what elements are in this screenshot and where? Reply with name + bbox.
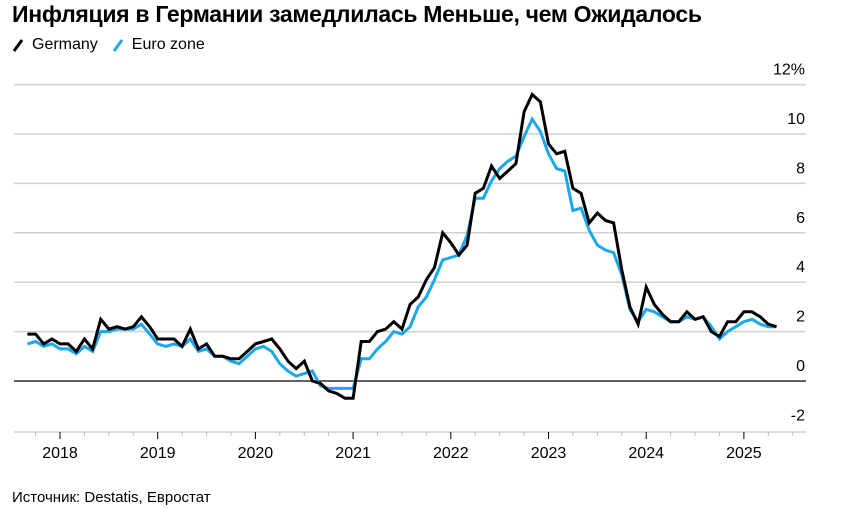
x-tick-label: 2022: [433, 445, 469, 462]
x-tick-label: 2024: [628, 445, 664, 462]
source-note: Источник: Destatis, Евростат: [12, 489, 211, 506]
x-tick-label: 2023: [531, 445, 567, 462]
y-tick-label: 4: [796, 259, 805, 276]
legend: Germany Euro zone: [12, 36, 219, 54]
legend-label-euro-zone: Euro zone: [131, 36, 205, 53]
line-swatch-icon: [12, 39, 24, 52]
y-tick-label: 6: [796, 210, 805, 227]
x-tick-label: 2025: [726, 445, 762, 462]
x-axis: 2018 2019 2020 2021 2022 2023 2024 2025: [14, 431, 806, 462]
y-tick-label: -2: [791, 407, 805, 424]
chart-title: Инфляция в Германии замедлилась Меньше, …: [12, 1, 702, 27]
y-tick-label: 2: [796, 309, 805, 326]
line-swatch-icon: [112, 39, 124, 52]
legend-label-germany: Germany: [32, 36, 98, 53]
y-tick-label: 0: [796, 358, 805, 375]
x-tick-label: 2019: [140, 445, 176, 462]
series-line-germany: [27, 92, 777, 400]
legend-item-euro-zone: Euro zone: [112, 36, 205, 54]
gridlines: [14, 83, 806, 382]
legend-item-germany: Germany: [12, 36, 98, 54]
x-tick-label: 2021: [335, 445, 371, 462]
series-line-euro-zone: [26, 116, 777, 390]
x-tick-label: 2020: [238, 445, 274, 462]
y-tick-label: 8: [796, 160, 805, 177]
series-lines: [26, 92, 777, 400]
y-axis-labels: 12% 10 8 6 4 2 0 -2: [773, 62, 805, 425]
x-tick-label: 2018: [42, 445, 78, 462]
line-chart: 12% 10 8 6 4 2 0 -2 2018 2019 2020 2021 2022 2023 202…: [14, 62, 806, 462]
y-tick-label: 10: [787, 111, 805, 128]
y-tick-label: 12%: [773, 62, 805, 79]
